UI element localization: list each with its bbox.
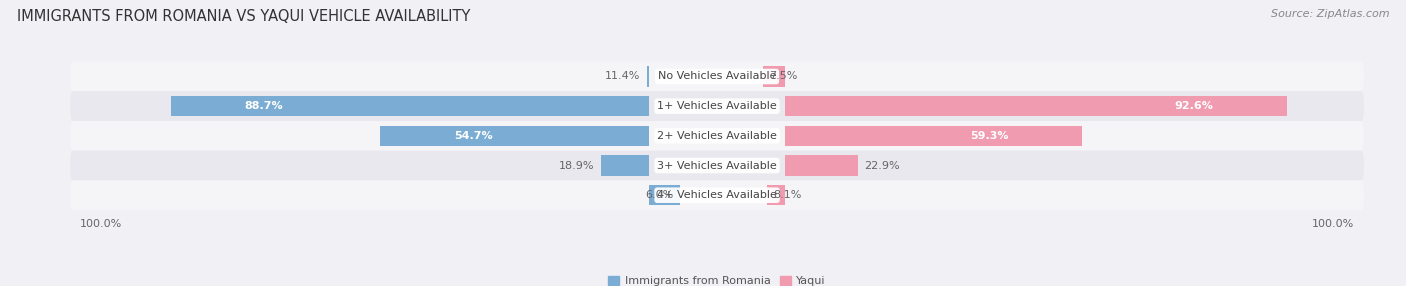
Bar (766, 185, 785, 205)
Text: 11.4%: 11.4% (606, 72, 641, 82)
FancyBboxPatch shape (70, 62, 1364, 91)
Bar (170, 96, 650, 116)
Text: 2+ Vehicles Available: 2+ Vehicles Available (657, 131, 778, 141)
FancyBboxPatch shape (70, 180, 1364, 210)
Bar (785, 126, 1083, 146)
Text: Source: ZipAtlas.com: Source: ZipAtlas.com (1271, 9, 1389, 19)
FancyBboxPatch shape (70, 91, 1364, 121)
Text: 1+ Vehicles Available: 1+ Vehicles Available (657, 101, 778, 111)
Bar (650, 185, 681, 205)
Text: 6.0%: 6.0% (645, 190, 673, 200)
Text: 8.1%: 8.1% (773, 190, 801, 200)
Legend: Immigrants from Romania, Yaqui: Immigrants from Romania, Yaqui (603, 271, 831, 286)
Bar (600, 155, 650, 176)
FancyBboxPatch shape (70, 151, 1364, 180)
Text: 4+ Vehicles Available: 4+ Vehicles Available (657, 190, 778, 200)
Bar (785, 96, 1288, 116)
Text: 18.9%: 18.9% (560, 160, 595, 170)
Text: 88.7%: 88.7% (245, 101, 283, 111)
Text: 7.5%: 7.5% (769, 72, 797, 82)
Text: 3+ Vehicles Available: 3+ Vehicles Available (657, 160, 778, 170)
Bar (647, 66, 650, 87)
FancyBboxPatch shape (70, 121, 1364, 151)
Text: No Vehicles Available: No Vehicles Available (658, 72, 776, 82)
Text: 59.3%: 59.3% (970, 131, 1008, 141)
Bar (380, 126, 650, 146)
Text: IMMIGRANTS FROM ROMANIA VS YAQUI VEHICLE AVAILABILITY: IMMIGRANTS FROM ROMANIA VS YAQUI VEHICLE… (17, 9, 470, 23)
Bar (763, 66, 785, 87)
Bar (785, 155, 858, 176)
Text: 22.9%: 22.9% (865, 160, 900, 170)
Text: 54.7%: 54.7% (454, 131, 492, 141)
Text: 92.6%: 92.6% (1174, 101, 1213, 111)
